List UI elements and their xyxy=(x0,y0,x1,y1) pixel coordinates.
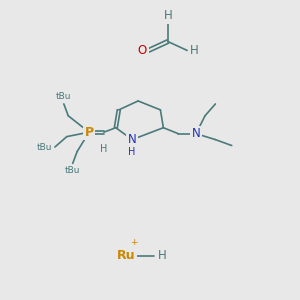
Text: H: H xyxy=(100,144,108,154)
Text: H: H xyxy=(158,249,166,262)
Text: N: N xyxy=(192,127,200,140)
Text: P: P xyxy=(85,126,94,139)
Text: H: H xyxy=(190,44,198,57)
Text: +: + xyxy=(130,238,137,247)
Text: H: H xyxy=(128,147,136,157)
Text: Ru: Ru xyxy=(117,249,136,262)
Text: tBu: tBu xyxy=(36,142,52,152)
Text: tBu: tBu xyxy=(65,166,80,175)
Text: O: O xyxy=(138,44,147,57)
Text: N: N xyxy=(128,133,136,146)
Text: H: H xyxy=(164,9,172,22)
Text: tBu: tBu xyxy=(56,92,72,101)
